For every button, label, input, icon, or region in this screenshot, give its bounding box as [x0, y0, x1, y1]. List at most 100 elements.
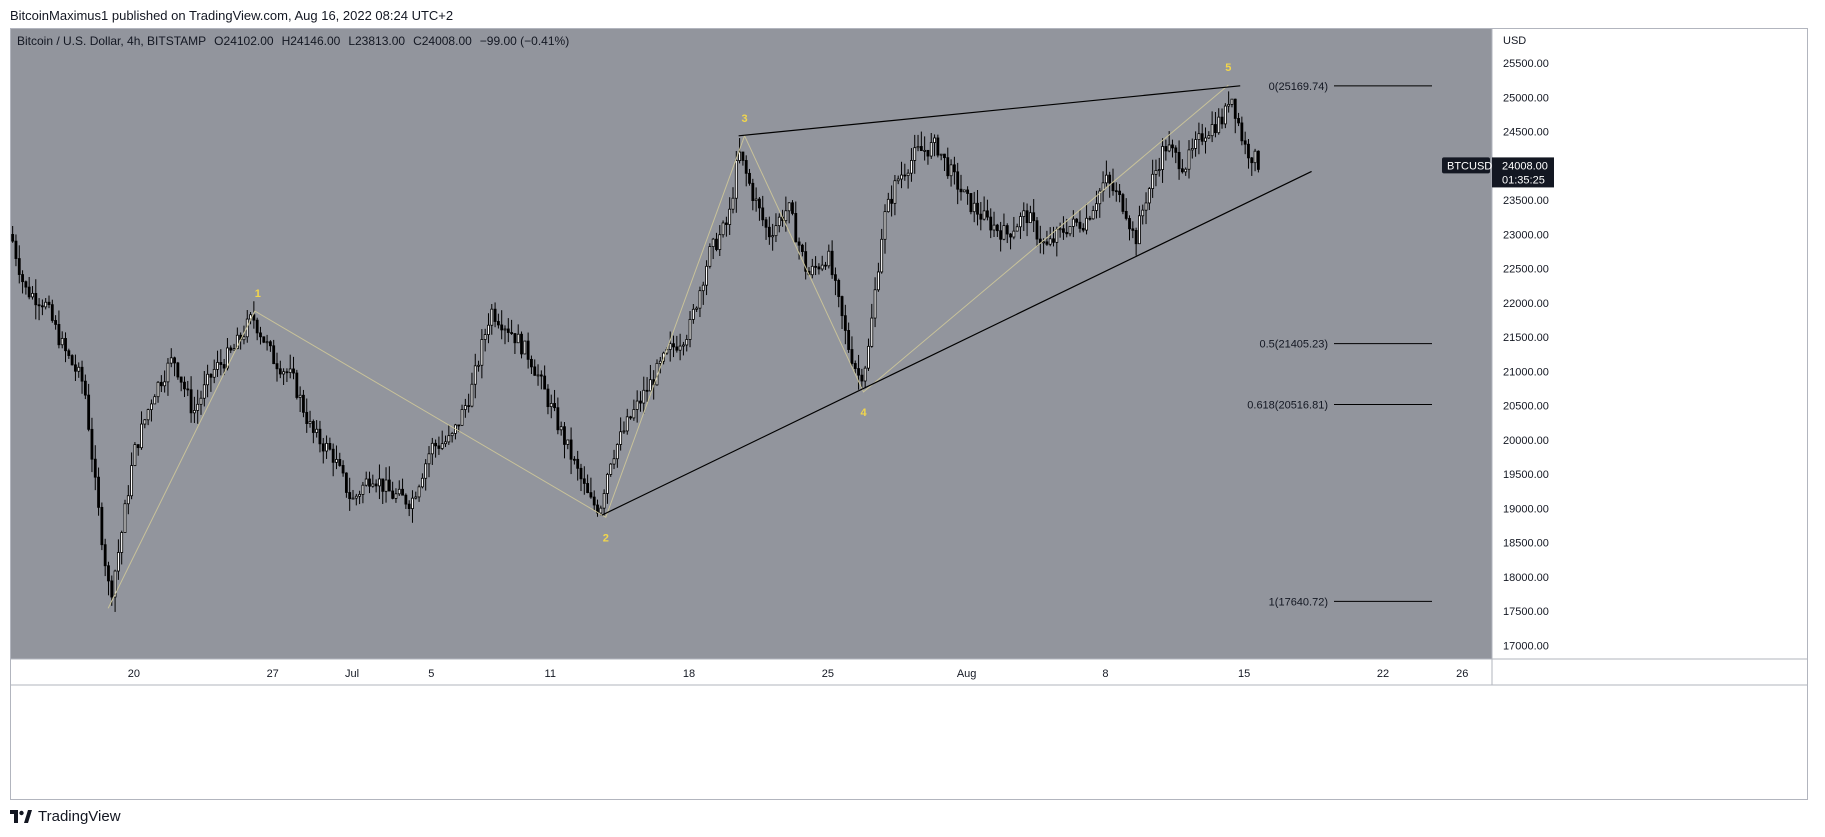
price-tick-label: 21000.00	[1503, 366, 1549, 378]
candle-body	[880, 238, 884, 273]
candle-body	[503, 328, 507, 331]
candle-body	[1177, 151, 1181, 170]
fib-levels[interactable]: 0(25169.74) 0.5(21405.23) 0.618(20516.81) 1…	[1247, 81, 1432, 609]
candle-body	[1071, 218, 1075, 227]
candle-body	[1055, 229, 1059, 243]
candle-body	[1237, 118, 1240, 124]
candle-body	[133, 444, 137, 466]
open-key: O	[214, 34, 223, 48]
symbol-badge-bg	[1442, 157, 1490, 174]
candle-body	[705, 265, 708, 286]
candle-body	[1025, 210, 1029, 224]
candle-body	[338, 459, 342, 466]
wave-label: 5	[1225, 62, 1231, 74]
candle-body	[949, 164, 953, 177]
candle-body	[493, 308, 497, 322]
candle-body	[810, 265, 814, 276]
candle-body	[235, 334, 239, 350]
candle-body	[1091, 210, 1095, 220]
candle-body	[556, 407, 560, 431]
price-tick-label: 22500.00	[1503, 264, 1549, 276]
candle-body	[1134, 229, 1138, 245]
candle-body	[751, 182, 755, 202]
candle-body	[480, 339, 484, 366]
close-key: C	[413, 34, 422, 48]
candle-body	[840, 296, 844, 317]
candle-body	[14, 240, 18, 259]
candle-body	[216, 362, 219, 370]
candle-body	[384, 479, 388, 492]
time-tick-label: 26	[1456, 668, 1468, 680]
symbol-badge: BTCUSD	[1447, 160, 1492, 172]
candle-body	[787, 202, 791, 212]
candle-body	[539, 374, 543, 377]
candle-body	[658, 360, 662, 364]
candle-body	[1042, 241, 1046, 244]
tradingview-logo-icon	[10, 809, 32, 823]
candle-body	[344, 472, 348, 493]
candle-body	[80, 366, 84, 382]
candle-body	[354, 495, 358, 499]
candle-body	[1058, 228, 1062, 231]
candle-body	[1095, 203, 1098, 211]
candle-body	[126, 495, 130, 505]
candle-body	[586, 483, 590, 493]
wave-label: 2	[603, 532, 609, 544]
candle-body	[830, 250, 834, 276]
candle-body	[1114, 190, 1118, 193]
candle-body	[688, 318, 692, 340]
candle-body	[1118, 190, 1122, 195]
candle-body	[900, 174, 903, 180]
candle-body	[682, 344, 685, 347]
candle-body	[156, 381, 160, 398]
candle-body	[110, 580, 114, 598]
candle-body	[579, 467, 583, 480]
candle-body	[777, 216, 781, 227]
candle-body	[348, 492, 352, 500]
candle-body	[34, 292, 38, 306]
candle-body	[427, 453, 431, 465]
wave-label: 1	[255, 288, 261, 300]
candle-body	[70, 355, 74, 366]
high-value: 24146.00	[290, 34, 340, 48]
candle-body	[691, 308, 695, 320]
candle-body	[939, 153, 943, 156]
candle-body	[824, 264, 827, 267]
candle-body	[1104, 174, 1108, 184]
candle-body	[1197, 133, 1201, 140]
candle-body	[936, 137, 940, 156]
candle-body	[411, 497, 414, 509]
candle-body	[791, 202, 794, 214]
candle-body	[1227, 104, 1231, 107]
candle-body	[202, 384, 206, 399]
time-axis[interactable]: 20 27 Jul 5 11 18 25 Aug 8 15 22 26	[128, 668, 1469, 680]
candlestick-chart[interactable]: 0(25169.74) 0.5(21405.23) 0.618(20516.81) 1…	[11, 29, 1807, 799]
candle-body	[976, 202, 979, 215]
candle-body	[189, 389, 193, 414]
candle-body	[407, 503, 411, 509]
candle-body	[496, 321, 500, 326]
candle-body	[639, 400, 642, 404]
candle-body	[199, 397, 203, 405]
candle-body	[546, 388, 550, 408]
candle-body	[430, 442, 434, 455]
candle-body	[609, 463, 613, 475]
chart-frame[interactable]: 0(25169.74) 0.5(21405.23) 0.618(20516.81) 1…	[10, 28, 1808, 800]
candle-body	[986, 210, 989, 218]
candle-body	[1167, 144, 1171, 152]
wedge-trendlines[interactable]	[601, 85, 1312, 516]
time-tick-label: 27	[267, 668, 279, 680]
candle-body	[222, 364, 226, 369]
candle-body	[599, 507, 603, 514]
candle-body	[1154, 170, 1158, 175]
price-tick-label: 25000.00	[1503, 92, 1549, 104]
candle-body	[701, 284, 705, 292]
candle-body	[1190, 148, 1194, 151]
candle-body	[120, 532, 124, 553]
price-axis[interactable]: 17000.00 17500.00 18000.00 18500.00 19000.00…	[1503, 58, 1549, 652]
candle-body	[490, 308, 494, 326]
candle-body	[140, 423, 143, 449]
candle-body	[196, 403, 200, 411]
candle-body	[143, 419, 147, 425]
candle-body	[728, 208, 732, 225]
